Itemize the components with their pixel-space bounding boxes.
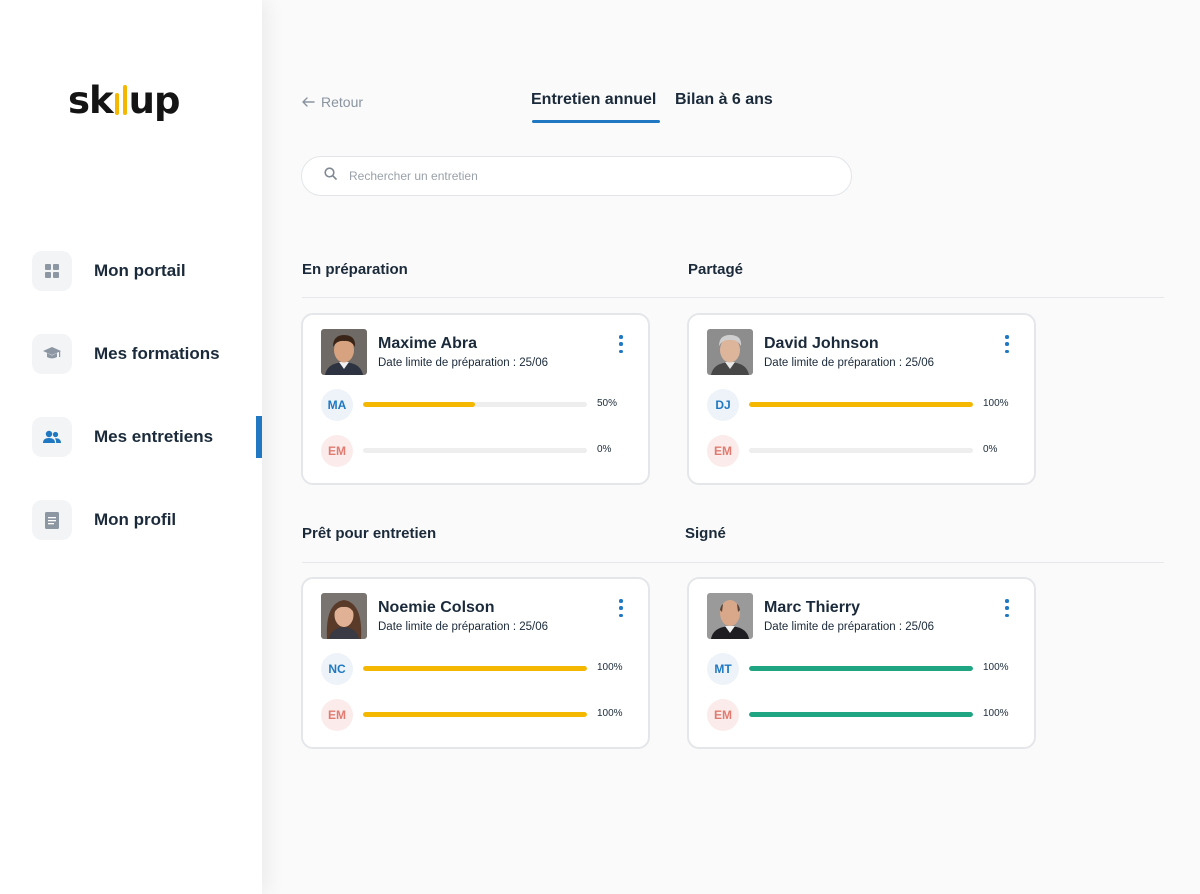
more-options-icon[interactable] [1001,599,1013,617]
search-bar [301,156,852,196]
tab-bilan-6-ans[interactable]: Bilan à 6 ans [675,91,773,108]
more-options-icon[interactable] [615,599,627,617]
initials-badge: MT [707,653,739,685]
search-input[interactable] [349,169,809,183]
initials-badge: EM [321,435,353,467]
avatar [321,329,367,375]
progress-row: EM 0% [321,435,641,467]
progress-percent: 100% [983,708,1009,719]
sidebar: sk up Mon portail Mes formations Mes ent… [0,0,262,894]
employee-name: David Johnson [764,335,879,352]
progress-percent: 100% [983,398,1009,409]
initials-badge: EM [707,699,739,731]
section-title-en-preparation: En préparation [302,261,408,278]
deadline-text: Date limite de préparation : 25/06 [378,621,549,633]
progress-fill [749,402,973,407]
users-icon [32,417,72,457]
sidebar-item-label: Mon profil [94,510,177,529]
document-icon [32,500,72,540]
sidebar-item-label: Mon portail [94,261,186,280]
progress-fill [363,666,587,671]
progress-percent: 100% [983,662,1009,673]
progress-track [749,666,973,671]
initials-badge: MA [321,389,353,421]
progress-row: EM 100% [707,699,1027,731]
logo-bars-mark [114,85,127,115]
deadline-text: Date limite de préparation : 25/06 [764,621,935,633]
section-title-partage: Partagé [688,261,744,278]
deadline-text: Date limite de préparation : 25/06 [764,357,935,369]
progress-row: MT 100% [707,653,1027,685]
back-link[interactable]: Retour [302,94,363,110]
progress-percent: 50% [597,398,618,409]
tab-entretien-annuel[interactable]: Entretien annuel [531,91,657,108]
graduation-cap-icon [32,334,72,374]
progress-row: DJ 100% [707,389,1027,421]
progress-row: MA 50% [321,389,641,421]
progress-track [749,712,973,717]
initials-badge: EM [707,435,739,467]
arrow-left-icon [302,94,315,110]
progress-track [363,448,587,453]
skillup-logo[interactable]: sk up [68,74,181,122]
interview-card[interactable]: David Johnson Date limite de préparation… [687,313,1036,485]
progress-track [363,402,587,407]
avatar [707,329,753,375]
employee-name: Noemie Colson [378,599,495,616]
progress-row: NC 100% [321,653,641,685]
employee-name: Marc Thierry [764,599,861,616]
sidebar-item-label: Mes entretiens [94,427,214,446]
initials-badge: NC [321,653,353,685]
sidebar-item-mes-formations[interactable]: Mes formations [32,333,262,375]
sidebar-item-mon-portail[interactable]: Mon portail [32,250,262,292]
section-divider [302,297,1164,298]
progress-row: EM 0% [707,435,1027,467]
interview-card[interactable]: Maxime Abra Date limite de préparation :… [301,313,650,485]
avatar [707,593,753,639]
progress-percent: 0% [983,444,998,455]
progress-percent: 100% [597,662,623,673]
sidebar-item-label: Mes formations [94,344,220,363]
progress-track [749,402,973,407]
employee-name: Maxime Abra [378,335,477,352]
progress-fill [363,402,475,407]
section-title-pret-pour-entretien: Prêt pour entretien [302,525,437,542]
section-divider [302,562,1164,563]
sidebar-item-mon-profil[interactable]: Mon profil [32,499,262,541]
interview-card[interactable]: Marc Thierry Date limite de préparation … [687,577,1036,749]
avatar [321,593,367,639]
progress-fill [749,666,973,671]
sidebar-item-mes-entretiens[interactable]: Mes entretiens [32,416,262,458]
active-tab-underline [532,120,660,123]
more-options-icon[interactable] [1001,335,1013,353]
grid-icon [32,251,72,291]
progress-percent: 0% [597,444,612,455]
more-options-icon[interactable] [615,335,627,353]
logo-text-suffix: up [128,79,181,122]
search-icon [324,167,337,185]
logo-text-prefix: sk [68,79,114,122]
initials-badge: DJ [707,389,739,421]
progress-row: EM 100% [321,699,641,731]
initials-badge: EM [321,699,353,731]
active-indicator [256,416,262,458]
progress-track [363,712,587,717]
deadline-text: Date limite de préparation : 25/06 [378,357,549,369]
progress-percent: 100% [597,708,623,719]
progress-track [749,448,973,453]
progress-track [363,666,587,671]
interview-card[interactable]: Noemie Colson Date limite de préparation… [301,577,650,749]
progress-fill [363,712,587,717]
progress-fill [749,712,973,717]
section-title-signe: Signé [685,525,726,542]
back-label: Retour [321,94,364,110]
